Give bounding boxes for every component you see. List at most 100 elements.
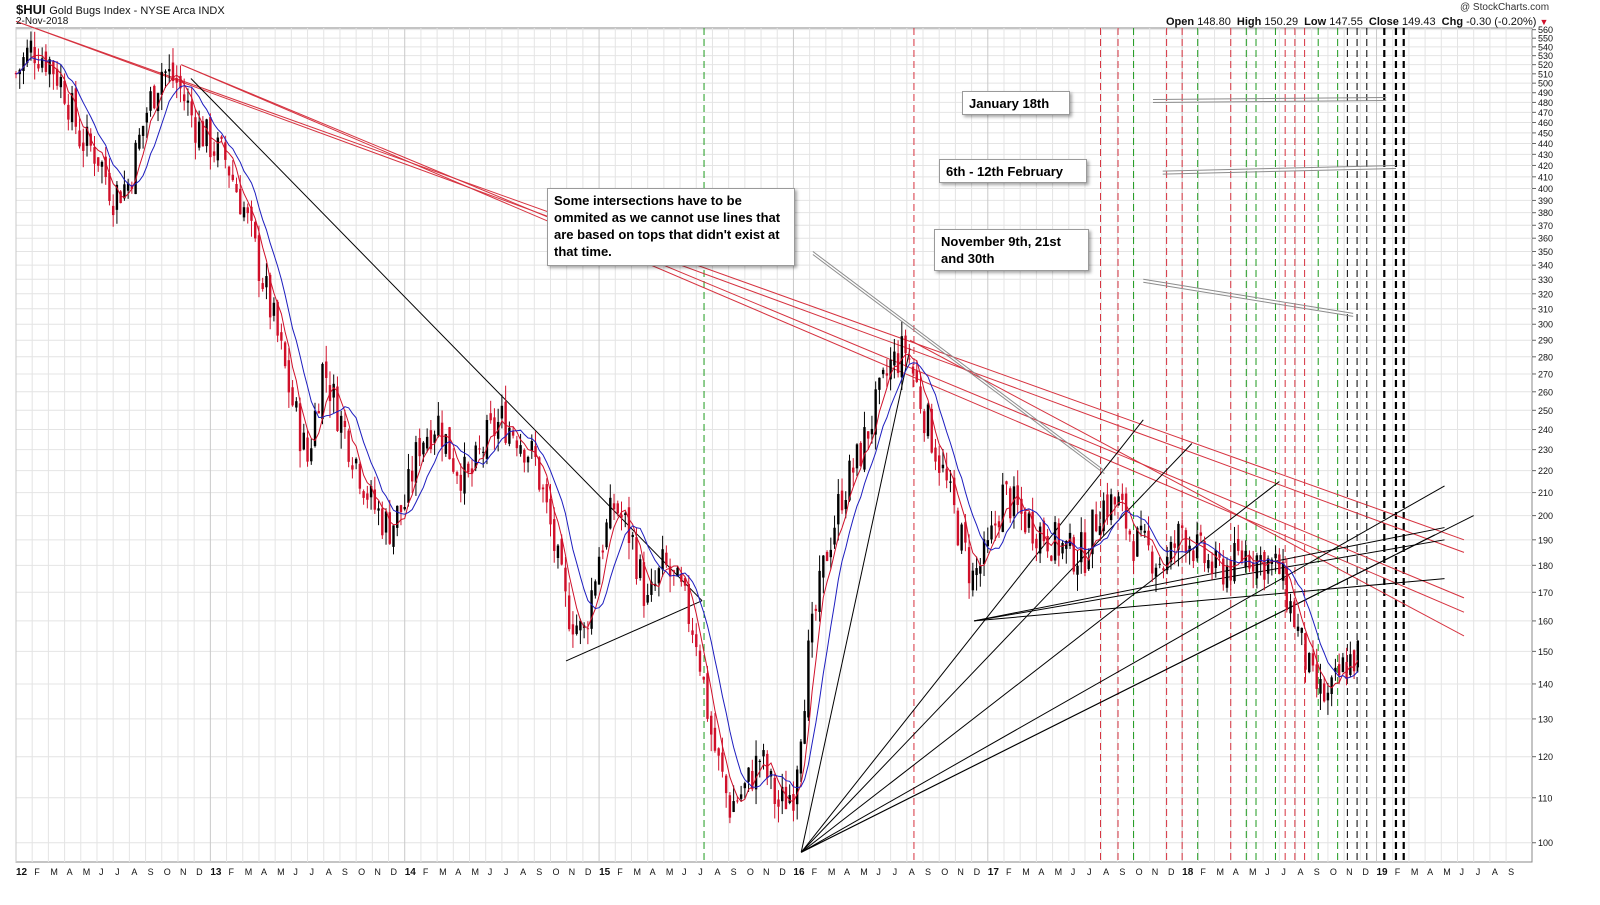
candle-body — [515, 440, 519, 449]
candle-body — [351, 465, 354, 470]
candle-body — [1334, 667, 1337, 673]
candle-body — [201, 121, 205, 147]
candle-body — [1349, 654, 1352, 675]
candle-body — [268, 274, 272, 318]
x-tick-label: F — [812, 867, 818, 877]
y-tick-label: 220 — [1538, 466, 1553, 476]
candle-body — [82, 142, 85, 151]
candle-body — [530, 441, 533, 451]
x-tick-label: J — [310, 867, 315, 877]
candle-body — [156, 93, 160, 112]
y-tick-label: 110 — [1538, 793, 1552, 803]
x-tick-label: N — [374, 867, 381, 877]
candle-body — [93, 147, 96, 164]
candle-body — [904, 335, 907, 354]
y-tick-label: 540 — [1538, 42, 1553, 52]
candle-body — [52, 61, 55, 75]
candle-body — [1225, 565, 1229, 588]
candle-body — [467, 463, 470, 473]
y-tick-label: 550 — [1538, 34, 1553, 44]
candle-body — [317, 411, 320, 414]
x-tick-label: M — [666, 867, 674, 877]
y-tick-label: 420 — [1538, 161, 1553, 171]
x-tick-label: A — [67, 867, 73, 877]
y-tick-label: 160 — [1538, 616, 1553, 626]
candle-body — [1009, 488, 1012, 519]
candle-body — [683, 578, 687, 586]
candle-body — [111, 205, 115, 216]
candle-body — [698, 650, 702, 672]
candle-body — [511, 431, 515, 436]
candle-body — [1121, 493, 1124, 500]
candle-body — [119, 191, 122, 204]
x-tick-label: N — [763, 867, 770, 877]
candle-body — [1177, 523, 1180, 550]
y-tick-label: 500 — [1538, 79, 1553, 89]
red-trendline — [181, 64, 1465, 613]
candle-body — [979, 565, 982, 574]
candle-body — [590, 590, 593, 629]
candle-body — [433, 434, 436, 443]
candle-body — [1266, 558, 1270, 574]
candle-body — [713, 727, 717, 751]
candle-body — [182, 94, 186, 102]
candle-body — [1136, 527, 1139, 557]
candle-body — [343, 420, 347, 427]
candle-body — [545, 484, 548, 503]
x-tick-label: A — [1298, 867, 1304, 877]
candle-body — [1240, 550, 1244, 562]
black-trendline — [800, 534, 1436, 853]
candle-body — [743, 783, 747, 789]
x-tick-label: D — [779, 867, 786, 877]
candle-body — [321, 363, 324, 420]
black-trendline — [974, 539, 1445, 622]
x-tick-label: A — [1233, 867, 1239, 877]
red-trendline — [15, 20, 1465, 541]
y-tick-label: 360 — [1538, 234, 1553, 244]
candle-body — [1356, 640, 1360, 668]
candle-body — [665, 552, 668, 566]
candle-body — [257, 235, 261, 281]
x-tick-label: M — [245, 867, 253, 877]
x-tick-label: M — [633, 867, 641, 877]
candle-body — [829, 549, 833, 558]
callout-leader-line — [812, 251, 1105, 472]
candle-body — [85, 126, 89, 146]
y-tick-label: 560 — [1538, 25, 1553, 35]
candle-body — [938, 455, 941, 473]
x-tick-label: M — [50, 867, 58, 877]
candle-body — [22, 57, 25, 72]
x-tick-label: M — [472, 867, 480, 877]
x-tick-label: S — [1314, 867, 1320, 877]
candle-body — [179, 75, 182, 89]
candle-body — [941, 464, 945, 469]
x-tick-label: N — [180, 867, 187, 877]
candle-body — [1094, 514, 1098, 532]
candle-body — [814, 608, 818, 611]
candle-body — [1188, 545, 1191, 552]
candle-body — [889, 359, 892, 380]
x-tick-label: S — [731, 867, 737, 877]
candle-body — [429, 430, 433, 450]
candle-body — [153, 85, 156, 109]
description: Gold Bugs Index - NYSE Arca INDX — [49, 5, 225, 17]
low-label: Low — [1304, 16, 1327, 28]
candle-body — [1251, 562, 1255, 572]
y-tick-label: 300 — [1538, 320, 1553, 330]
candle-body — [896, 353, 900, 373]
candle-body — [710, 715, 713, 735]
candle-body — [440, 422, 444, 447]
callout-leader-line — [1152, 97, 1387, 100]
candle-body — [235, 184, 238, 193]
candle-body — [567, 595, 571, 630]
y-tick-label: 440 — [1538, 139, 1553, 149]
candle-body — [758, 760, 761, 763]
candle-body — [1151, 551, 1154, 574]
black-trendline — [974, 527, 1445, 622]
candle-body — [1050, 555, 1053, 561]
candle-body — [967, 547, 971, 584]
candle-body — [736, 800, 739, 802]
candle-body — [239, 189, 242, 215]
y-tick-label: 250 — [1538, 406, 1553, 416]
black-trendline — [974, 578, 1445, 622]
